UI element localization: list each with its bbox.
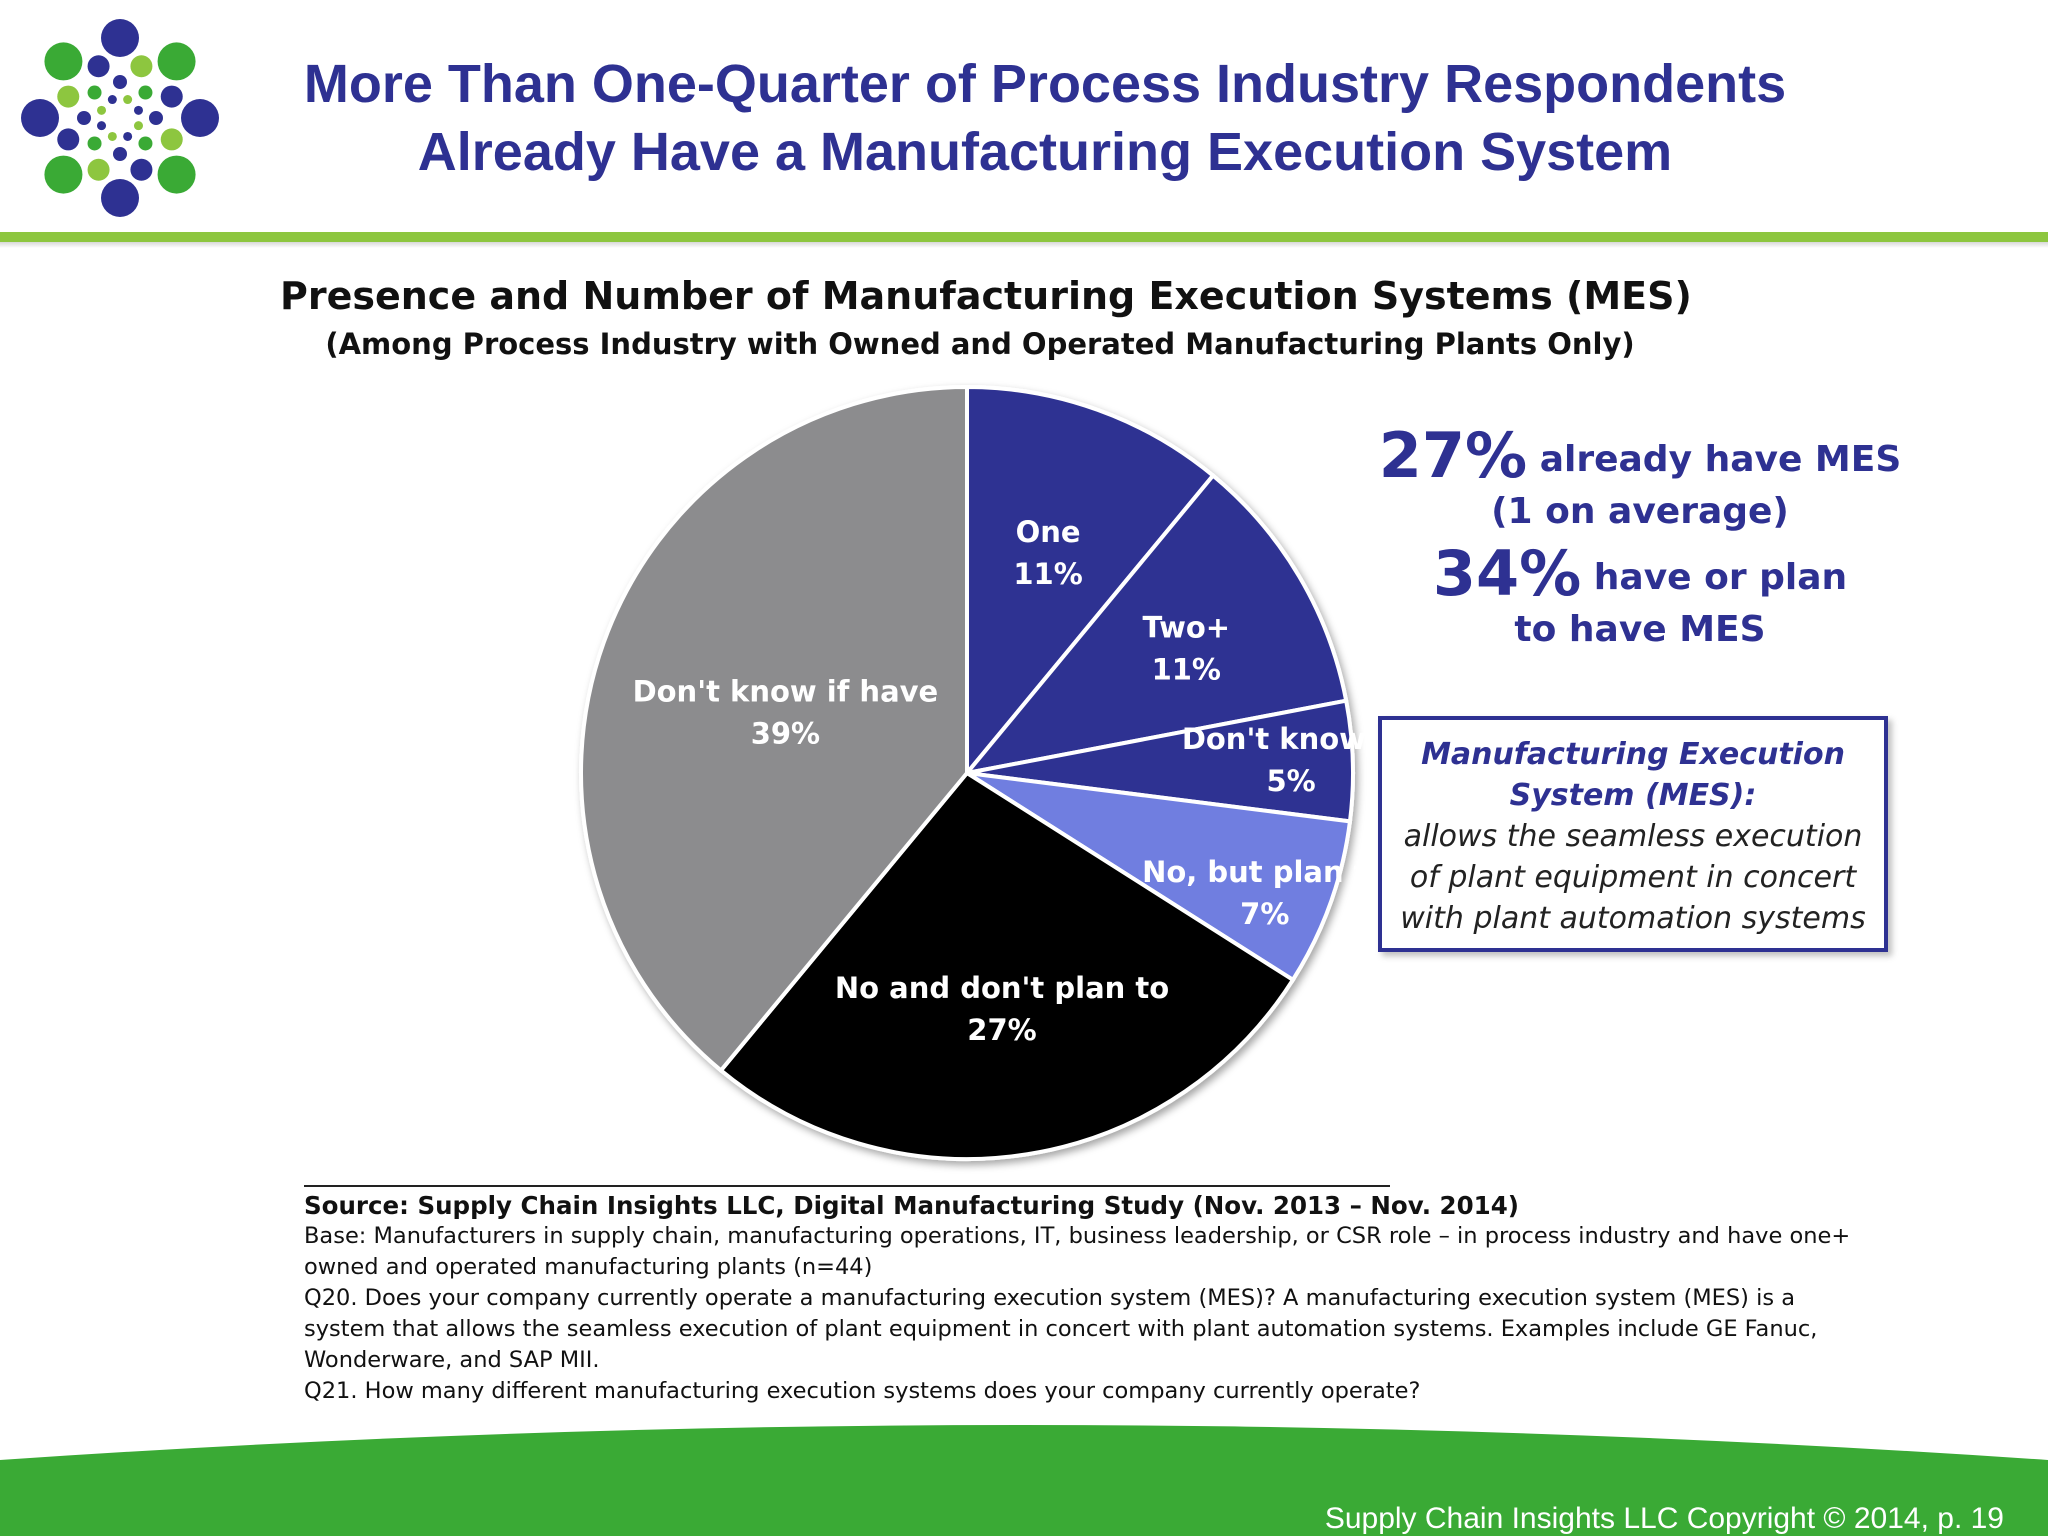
dot-burst-logo-icon: [21, 19, 219, 217]
chart-title: Presence and Number of Manufacturing Exe…: [280, 274, 1692, 318]
logo-dot: [133, 121, 143, 131]
definition-term: Manufacturing Execution System (MES):: [1382, 734, 1884, 816]
q20-line-3: Wonderware, and SAP MII.: [304, 1347, 600, 1373]
logo-dot: [107, 95, 117, 105]
logo-dot: [157, 155, 196, 194]
pie-label-4: No and don't plan to: [835, 971, 1169, 1005]
logo-dot: [87, 136, 102, 151]
logo-dot: [149, 111, 163, 125]
stat-already-have-line: 27% already have MES: [1340, 425, 1940, 487]
logo-dot: [181, 99, 219, 137]
logo-dot: [101, 179, 139, 217]
copyright-text: Supply Chain Insights LLC Copyright © 20…: [1324, 1502, 2004, 1535]
source-notes: Source: Supply Chain Insights LLC, Digit…: [304, 1190, 1904, 1407]
stat-already-have-text: already have MES: [1539, 439, 1902, 480]
stats-callout: 27% already have MES (1 on average) 34% …: [1340, 425, 1940, 656]
definition-text: allows the seamless execution of plant e…: [1382, 816, 1884, 939]
pie-value-4: 27%: [967, 1013, 1036, 1047]
source-divider: [304, 1185, 1390, 1187]
pie-slices: [579, 384, 1355, 1161]
pie-value-0: 11%: [1013, 557, 1082, 591]
pie-slice-3: [965, 771, 1353, 983]
logo-dot: [101, 19, 139, 57]
definition-text-line-1: allows the seamless execution: [1403, 819, 1863, 854]
pie-slice-0: [965, 384, 1216, 779]
logo-dot: [87, 158, 110, 181]
q21-line: Q21. How many different manufacturing ex…: [304, 1378, 1421, 1404]
base-line-2: owned and operated manufacturing plants …: [304, 1254, 873, 1280]
logo-dot: [57, 85, 80, 108]
pie-label-0: One: [1016, 515, 1081, 549]
logo-dot: [113, 75, 127, 89]
definition-text-line-3: with plant automation systems: [1400, 901, 1866, 936]
slide-title: More Than One-Quarter of Process Industr…: [230, 50, 1860, 186]
logo-dot: [77, 111, 91, 125]
pie-labels: One 11% Two+ 11% Don't know # 5% No, but plan …: [633, 515, 1401, 1047]
logo-dot: [160, 85, 183, 108]
pie-label-1: Two+: [1142, 610, 1230, 644]
pie-value-1: 11%: [1152, 652, 1221, 686]
stat-have-or-plan-pct: 34%: [1432, 537, 1582, 610]
logo-dot: [44, 155, 83, 194]
logo-dot: [123, 131, 133, 141]
q20-line-2: system that allows the seamless executio…: [304, 1316, 1818, 1342]
logo-dot: [97, 121, 107, 131]
slide-title-line-1: More Than One-Quarter of Process Industr…: [303, 54, 1787, 114]
pie-value-3: 7%: [1240, 897, 1289, 931]
stat-have-or-plan-line: 34% have or plan: [1340, 543, 1940, 605]
pie-label-5: Don't know if have: [633, 675, 939, 709]
stat-average-note: (1 on average): [1491, 491, 1789, 532]
base-line-1: Base: Manufacturers in supply chain, man…: [304, 1223, 1851, 1249]
logo-dot: [44, 42, 83, 81]
stat-have-or-plan-text: have or plan: [1593, 557, 1848, 598]
pie-slice-4: [718, 770, 1296, 1161]
stat-already-have-pct: 27%: [1378, 419, 1528, 492]
logo-dot: [87, 85, 102, 100]
logo-dot: [130, 55, 153, 78]
header-rule-shadow: [0, 242, 2048, 248]
header-rule: [0, 232, 2048, 242]
logo-dot: [57, 128, 80, 151]
source-line: Source: Supply Chain Insights LLC, Digit…: [304, 1191, 1519, 1220]
logo-dot: [21, 99, 59, 137]
logo-dot: [160, 128, 183, 151]
mes-definition-box: Manufacturing Execution System (MES): al…: [1378, 716, 1888, 952]
logo-dot: [157, 42, 196, 81]
logo-dot: [138, 85, 153, 100]
logo-dot: [113, 147, 127, 161]
q20-line-1: Q20. Does your company currently operate…: [304, 1285, 1796, 1311]
stat-have-or-plan-sub: to have MES: [1514, 609, 1766, 650]
chart-subtitle: (Among Process Industry with Owned and O…: [325, 327, 1635, 361]
pie-value-5: 39%: [751, 717, 820, 751]
definition-text-line-2: of plant equipment in concert: [1409, 860, 1857, 895]
logo-dot: [133, 105, 143, 115]
logo-dot: [123, 95, 133, 105]
pie-value-2: 5%: [1266, 764, 1315, 798]
pie-slice-1: [961, 472, 1349, 777]
logo-dot: [138, 136, 153, 151]
definition-term-line-1: Manufacturing Execution: [1421, 737, 1845, 772]
pie-label-2: Don't know #: [1182, 722, 1401, 756]
definition-term-line-2: System (MES):: [1509, 778, 1757, 813]
logo-dot: [107, 131, 117, 141]
footer-band: [0, 1425, 2048, 1536]
pie-slice-5: [579, 384, 969, 1074]
pie-label-3: No, but plan to: [1142, 855, 1387, 889]
logo-dot: [97, 105, 107, 115]
slide-title-line-2: Already Have a Manufacturing Execution S…: [417, 122, 1673, 182]
logo-dot: [87, 55, 110, 78]
logo-dot: [130, 158, 153, 181]
